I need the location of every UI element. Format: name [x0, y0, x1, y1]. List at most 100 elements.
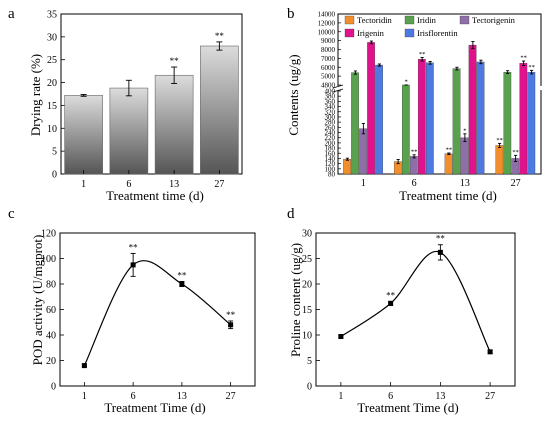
panel-d: d 0 5 10 15 20 25 30 1 6 13 27 ** ** Treatment Time …	[287, 206, 516, 415]
panel-b-ytick-label: 80	[328, 171, 336, 179]
panel-b-significance: **	[411, 148, 418, 155]
panel-b-ytick-label: 400	[325, 88, 336, 96]
panel-b-ytick-label: 9000	[321, 37, 336, 45]
panel-b-ytick-label: 100	[325, 165, 336, 173]
panel-a-bar	[109, 87, 149, 175]
panel-b-significance: **	[528, 64, 535, 71]
panel-a-bar	[200, 45, 239, 175]
panel-b-legend-swatch	[404, 15, 415, 25]
panel-c: c 0 20 40 60 80 100 120 1 6 13 27 ** ** ** Treatment …	[8, 206, 256, 415]
panel-d-xtick-label: 1	[338, 391, 343, 402]
panel-b-ytick-label: 5000	[321, 73, 336, 81]
panel-b-bar	[495, 145, 504, 175]
panel-c-ytick-label: 40	[46, 331, 56, 342]
panel-a-significance: **	[215, 31, 225, 41]
panel-b-xtick-label: 1	[361, 178, 366, 189]
panel-b-ytick-label: 340	[325, 103, 336, 111]
panel-b-bar	[417, 59, 426, 175]
panel-a-ytick-label: 0	[52, 170, 57, 181]
panel-b-ytick-label: 10000	[318, 28, 336, 36]
panel-b-significance: *	[405, 79, 408, 86]
panel-a: a 0 5 10 15 20 25 30 35 1 6 13 ** 27 ** Treatment tim…	[8, 6, 243, 203]
panel-d-ytick-label: 15	[302, 305, 312, 316]
panel-c-ytick-label: 80	[46, 280, 56, 291]
panel-b-significance: **	[419, 51, 426, 58]
panel-a-frame	[60, 13, 243, 175]
panel-d-ylabel: Proline content (ug/g)	[288, 243, 303, 357]
panel-b-bar	[468, 44, 477, 175]
panel-b-frame	[337, 13, 542, 175]
panel-b-bar	[367, 42, 375, 175]
panel-b-bar	[375, 64, 383, 175]
panel-b-ytick-label: 8000	[321, 46, 336, 54]
panel-b-bar	[452, 68, 461, 175]
panel-b-bar	[460, 137, 469, 175]
panel-b-legend-label: Irigenin	[357, 28, 385, 38]
panel-a-plot: 0 5 10 15 20 25 30 35 1 6 13 ** 27 **	[47, 10, 243, 190]
panel-b-bar	[425, 62, 434, 175]
panel-d-series-line	[340, 250, 491, 353]
panel-b-legend-swatch	[344, 15, 355, 25]
panel-b-bar	[503, 71, 512, 175]
panel-b-significance: **	[446, 146, 453, 153]
panel-d-ytick-label: 25	[302, 254, 312, 265]
panel-d-point	[487, 349, 493, 355]
panel-a-ytick-label: 15	[47, 101, 57, 112]
panel-a-ytick-label: 35	[47, 10, 57, 21]
panel-a-ytick-label: 10	[47, 124, 57, 135]
panel-b-bar	[409, 156, 418, 175]
panel-b-ytick-label: 140	[325, 155, 336, 163]
panel-c-ytick-label: 120	[41, 229, 56, 240]
panel-d-point	[388, 300, 394, 306]
panel-b-ytick-label: 200	[325, 139, 336, 147]
panel-b-ytick-label: 7000	[321, 55, 336, 63]
panel-c-xtick-label: 13	[177, 391, 187, 402]
panel-b: b 80100120140160180200220240260280300320…	[286, 6, 543, 203]
panel-a-xtick-label: 6	[126, 179, 131, 190]
panel-d-xtick-label: 27	[485, 391, 495, 402]
panel-label-d: d	[287, 206, 295, 222]
panel-b-xtick-label: 27	[511, 178, 521, 189]
panel-a-bar	[154, 74, 194, 175]
panel-d-significance: **	[436, 234, 446, 244]
panel-b-legend-label: Iridin	[417, 15, 437, 25]
panel-d-ytick-label: 20	[302, 280, 312, 291]
panel-c-point	[130, 262, 136, 268]
panel-c-xtick-label: 1	[82, 391, 87, 402]
panel-d-ytick-label: 10	[302, 331, 312, 342]
panel-b-legend-swatch	[344, 28, 355, 38]
panel-d-frame	[315, 232, 516, 387]
panel-c-series-line	[83, 260, 232, 366]
panel-b-xtick-label: 6	[412, 178, 417, 189]
panel-label-b: b	[287, 6, 295, 22]
panel-c-ytick-label: 0	[51, 382, 56, 393]
panel-b-ytick-label: 220	[325, 134, 336, 142]
panel-d-ytick-label: 5	[307, 356, 312, 367]
panel-b-bar	[359, 128, 367, 175]
panel-b-significance: **	[496, 137, 503, 144]
panel-b-ytick-label: 6000	[321, 64, 336, 72]
panel-b-ytick-label: 12000	[318, 19, 336, 27]
panel-c-significance: **	[177, 270, 187, 280]
panel-b-ytick-label: 360	[325, 98, 336, 106]
panel-c-ytick-label: 100	[41, 254, 56, 265]
panel-b-ytick-label: 14000	[318, 11, 336, 19]
panel-a-xlabel: Treatment time (d)	[106, 188, 204, 203]
panel-d-xtick-label: 6	[388, 391, 393, 402]
panel-b-significance: **	[520, 55, 527, 62]
panel-b-ytick-label: 260	[325, 124, 336, 132]
panel-a-ytick-label: 20	[47, 78, 57, 89]
panel-d-point	[437, 249, 443, 255]
panel-b-ytick-label: 160	[325, 150, 336, 158]
panel-b-ytick-label: 300	[325, 113, 336, 121]
panel-b-bar	[343, 159, 351, 175]
panel-a-ylabel: Drying rate (%)	[28, 54, 43, 136]
panel-b-legend-label: Tectoridin	[357, 15, 393, 25]
panel-a-xtick-label: 27	[214, 179, 224, 190]
panel-label-c: c	[8, 206, 15, 222]
panel-b-bar	[444, 153, 453, 175]
panel-b-significance: **	[512, 149, 519, 156]
panel-b-bar	[527, 71, 536, 175]
panel-b-plot: 8010012014016018020022024026028030032034…	[318, 11, 543, 189]
panel-b-legend: Tectoridin Iridin Tectorigenin Irigenin Iris…	[344, 15, 516, 38]
